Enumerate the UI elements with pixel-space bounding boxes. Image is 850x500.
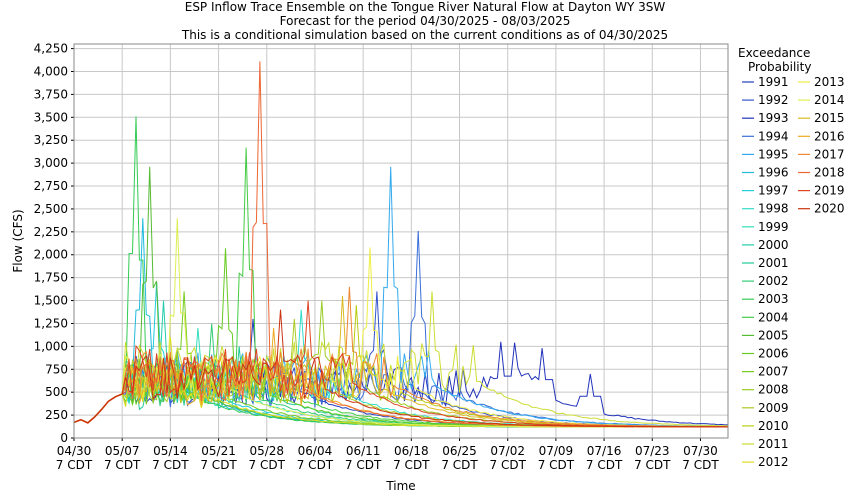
legend-label-2004: 2004 (758, 310, 789, 324)
legend-label-2000: 2000 (758, 238, 789, 252)
x-tick-label: 07/16 (587, 444, 622, 458)
y-tick-label: 3,250 (34, 133, 68, 147)
y-tick-label: 2,500 (34, 202, 68, 216)
legend-label-2020: 2020 (814, 202, 845, 216)
y-tick-label: 1,000 (34, 339, 68, 353)
x-tick-label-time: 7 CDT (393, 458, 430, 472)
legend-label-2018: 2018 (814, 166, 845, 180)
y-tick-label: 500 (45, 385, 68, 399)
legend-label-2019: 2019 (814, 184, 845, 198)
x-tick-label: 06/11 (346, 444, 381, 458)
x-tick-label-time: 7 CDT (249, 458, 286, 472)
legend-label-1998: 1998 (758, 202, 789, 216)
y-tick-label: 1,250 (34, 316, 68, 330)
y-tick-label: 1,750 (34, 271, 68, 285)
legend-label-2014: 2014 (814, 93, 845, 107)
y-tick-label: 750 (45, 362, 68, 376)
x-tick-label-time: 7 CDT (200, 458, 237, 472)
legend-label-1995: 1995 (758, 147, 789, 161)
plot-frame (73, 43, 729, 439)
y-tick-label: 3,500 (34, 110, 68, 124)
x-tick-label: 07/23 (635, 444, 670, 458)
legend-title: Exceedance (738, 46, 810, 60)
y-tick-label: 1,500 (34, 294, 68, 308)
legend-label-1994: 1994 (758, 129, 789, 143)
x-tick-label-time: 7 CDT (152, 458, 189, 472)
x-tick-label-time: 7 CDT (682, 458, 719, 472)
series-line-2011 (121, 291, 728, 427)
x-tick-label-time: 7 CDT (297, 458, 334, 472)
legend-label-2017: 2017 (814, 147, 845, 161)
y-tick-label: 2,250 (34, 225, 68, 239)
y-tick-label: 2,000 (34, 248, 68, 262)
y-tick-label: 3,750 (34, 87, 68, 101)
y-tick-label: 3,000 (34, 156, 68, 170)
series-line-2020 (121, 309, 728, 428)
legend-label-2009: 2009 (758, 401, 789, 415)
legend-label-2011: 2011 (758, 437, 789, 451)
chart-subtitle: Forecast for the period 04/30/2025 - 08/… (279, 14, 571, 28)
x-tick-label-time: 7 CDT (490, 458, 527, 472)
x-tick-label: 07/30 (683, 444, 718, 458)
legend-label-2001: 2001 (758, 256, 789, 270)
x-tick-label: 06/18 (394, 444, 429, 458)
x-tick-label-time: 7 CDT (634, 458, 671, 472)
legend-label-1999: 1999 (758, 220, 789, 234)
series-group (73, 61, 729, 428)
legend-label-2012: 2012 (758, 455, 789, 469)
legend-label-2006: 2006 (758, 347, 789, 361)
y-tick-label: 0 (60, 431, 68, 445)
series-line-2017 (121, 286, 728, 428)
legend-label-2007: 2007 (758, 365, 789, 379)
x-tick-label-time: 7 CDT (538, 458, 575, 472)
x-tick-label: 06/04 (298, 444, 333, 458)
x-tick-label-time: 7 CDT (56, 458, 93, 472)
observed-line (73, 393, 123, 424)
x-tick-label-time: 7 CDT (104, 458, 141, 472)
x-tick-label: 05/07 (105, 444, 140, 458)
x-tick-label: 07/09 (539, 444, 574, 458)
y-axis-title: Flow (CFS) (11, 209, 25, 272)
legend-label-2015: 2015 (814, 111, 845, 125)
x-tick-label-time: 7 CDT (586, 458, 623, 472)
y-tick-label: 4,000 (34, 64, 68, 78)
legend-label-1993: 1993 (758, 111, 789, 125)
legend-label-2016: 2016 (814, 129, 845, 143)
legend-label-2013: 2013 (814, 75, 845, 89)
legend-label-1996: 1996 (758, 166, 789, 180)
legend-label-2002: 2002 (758, 274, 789, 288)
legend-label-1992: 1992 (758, 93, 789, 107)
chart-subtitle-2: This is a conditional simulation based o… (181, 28, 669, 42)
x-axis-title: Time (385, 479, 415, 493)
chart-title: ESP Inflow Trace Ensemble on the Tongue … (184, 0, 666, 14)
legend-label-1997: 1997 (758, 184, 789, 198)
axes: 0 250 500 750 1,000 1,250 1,500 1,750 2,000 2,250… (11, 42, 729, 493)
legend-label-2003: 2003 (758, 292, 789, 306)
x-tick-label-time: 7 CDT (441, 458, 478, 472)
x-tick-label: 06/25 (442, 444, 477, 458)
x-tick-label: 05/21 (201, 444, 236, 458)
legend-subtitle: Probability (748, 60, 811, 74)
y-tick-label: 250 (45, 408, 68, 422)
y-tick-label: 4,250 (34, 42, 68, 56)
legend-label-2010: 2010 (758, 419, 789, 433)
x-tick-label: 07/02 (490, 444, 525, 458)
legend-label-2005: 2005 (758, 328, 789, 342)
x-tick-label: 05/14 (153, 444, 188, 458)
y-tick-label: 2,750 (34, 179, 68, 193)
x-tick-label: 04/30 (57, 444, 92, 458)
legend-label-2008: 2008 (758, 383, 789, 397)
legend-label-1991: 1991 (758, 75, 789, 89)
x-tick-label-time: 7 CDT (345, 458, 382, 472)
x-tick-label: 05/28 (249, 444, 284, 458)
